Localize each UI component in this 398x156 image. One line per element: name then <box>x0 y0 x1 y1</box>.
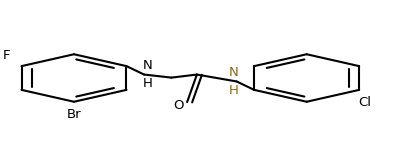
Text: N: N <box>228 66 238 79</box>
Text: H: H <box>142 77 152 90</box>
Text: F: F <box>2 49 10 61</box>
Text: Cl: Cl <box>359 96 371 109</box>
Text: O: O <box>173 99 184 112</box>
Text: Br: Br <box>67 108 81 121</box>
Text: H: H <box>228 84 238 97</box>
Text: N: N <box>142 59 152 72</box>
